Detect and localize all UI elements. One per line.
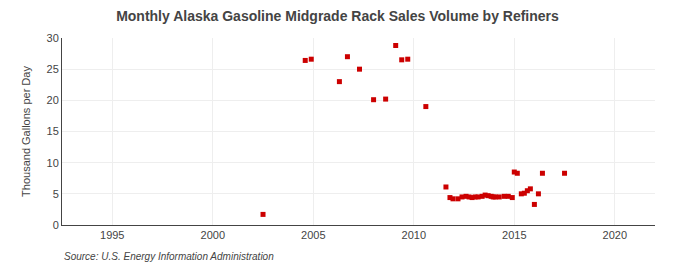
svg-text:Source: U.S. Energy Informatio: Source: U.S. Energy Information Administ…: [64, 251, 274, 262]
svg-text:20: 20: [47, 94, 59, 106]
svg-text:5: 5: [53, 188, 59, 200]
svg-text:25: 25: [47, 63, 59, 75]
svg-text:2015: 2015: [502, 229, 526, 241]
svg-text:2020: 2020: [603, 229, 627, 241]
svg-text:30: 30: [47, 32, 59, 44]
svg-text:2010: 2010: [402, 229, 426, 241]
svg-text:0: 0: [53, 219, 59, 231]
svg-text:10: 10: [47, 157, 59, 169]
svg-text:Thousand Gallons per Day: Thousand Gallons per Day: [20, 66, 32, 197]
svg-text:1995: 1995: [100, 229, 124, 241]
svg-text:Monthly Alaska Gasoline Midgra: Monthly Alaska Gasoline Midgrade Rack Sa…: [116, 8, 559, 24]
svg-text:2000: 2000: [201, 229, 225, 241]
svg-text:2005: 2005: [301, 229, 325, 241]
svg-text:15: 15: [47, 125, 59, 137]
